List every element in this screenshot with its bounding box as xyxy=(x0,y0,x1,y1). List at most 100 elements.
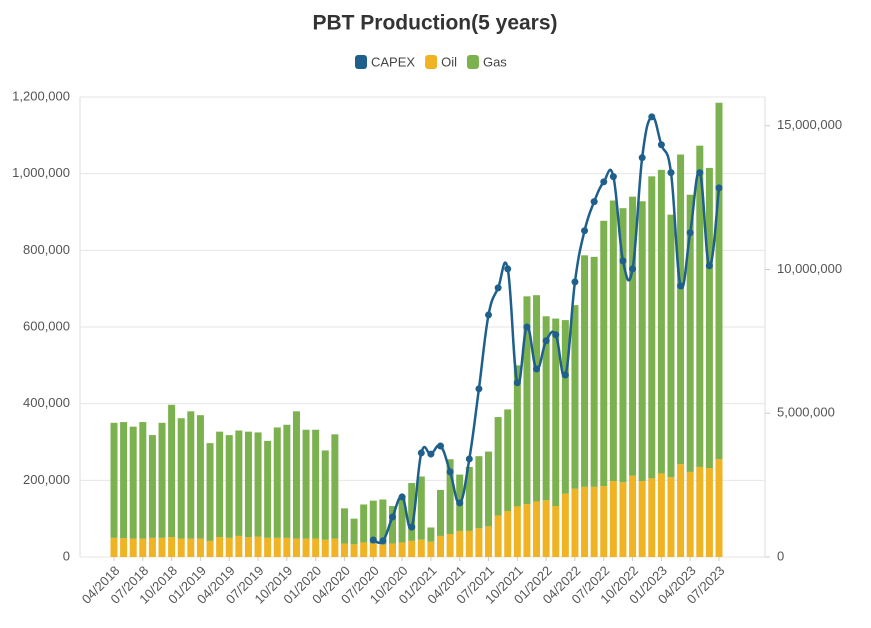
bar xyxy=(244,537,252,557)
bar xyxy=(561,493,569,557)
line-point xyxy=(446,468,454,476)
bar xyxy=(148,537,156,557)
y-tick-label: 600,000 xyxy=(23,318,70,333)
bar xyxy=(196,538,204,557)
bar xyxy=(437,535,445,557)
y-tick-label: 0 xyxy=(63,548,70,563)
bar xyxy=(417,476,425,540)
bar xyxy=(283,424,291,538)
bar xyxy=(340,508,348,544)
line-point xyxy=(705,262,713,270)
bar xyxy=(273,427,281,538)
bar xyxy=(379,499,387,545)
bar xyxy=(129,426,137,539)
bar xyxy=(244,431,252,538)
bar xyxy=(533,295,541,502)
bar xyxy=(590,486,598,557)
bar xyxy=(696,145,704,467)
bar xyxy=(417,539,425,557)
bar xyxy=(427,541,435,557)
bar xyxy=(629,475,637,557)
bar xyxy=(600,486,608,557)
bar xyxy=(398,542,406,557)
bar xyxy=(388,543,396,557)
line-point xyxy=(513,379,521,387)
bar xyxy=(667,477,675,557)
bar xyxy=(340,543,348,557)
bar xyxy=(504,511,512,557)
bar xyxy=(638,481,646,557)
line-point xyxy=(533,365,541,373)
legend-label: CAPEX xyxy=(371,54,415,69)
bar xyxy=(331,538,339,557)
bar xyxy=(523,504,531,557)
bar xyxy=(657,473,665,557)
legend-swatch xyxy=(466,55,479,69)
y-tick-label: 400,000 xyxy=(23,395,70,410)
bar xyxy=(187,411,195,539)
legend-label: Gas xyxy=(483,54,507,69)
bar xyxy=(657,169,665,474)
bar xyxy=(225,537,233,557)
bar xyxy=(465,466,473,531)
bar xyxy=(312,538,320,557)
line-point xyxy=(696,169,704,177)
bar xyxy=(264,440,272,538)
bar xyxy=(648,176,656,479)
line-point xyxy=(398,493,406,501)
bar xyxy=(158,422,166,538)
line-point xyxy=(638,154,646,162)
line-point xyxy=(715,184,723,192)
bar xyxy=(235,535,243,557)
bar xyxy=(177,418,185,539)
bar xyxy=(446,534,454,557)
line-point xyxy=(494,284,502,292)
bar xyxy=(177,538,185,557)
bar xyxy=(139,422,147,539)
bar xyxy=(648,478,656,557)
line-point xyxy=(542,337,550,345)
bar xyxy=(216,431,224,538)
line-point xyxy=(465,455,473,463)
bar xyxy=(561,320,569,494)
bar xyxy=(609,481,617,557)
bar xyxy=(552,506,560,557)
line-point xyxy=(590,198,598,206)
legend-swatch xyxy=(425,55,438,69)
bar xyxy=(552,318,560,507)
bar xyxy=(437,489,445,536)
bar xyxy=(168,404,176,538)
y2-tick-label: 15,000,000 xyxy=(777,117,842,132)
bar xyxy=(609,200,617,482)
line-point xyxy=(437,442,445,450)
bar xyxy=(629,196,637,476)
bar xyxy=(619,482,627,557)
bar xyxy=(158,537,166,557)
y-tick-label: 1,000,000 xyxy=(12,165,70,180)
bar xyxy=(235,430,243,536)
legend: CAPEX Oil Gas xyxy=(355,54,507,69)
bar xyxy=(398,495,406,543)
bar xyxy=(408,540,416,557)
y-tick-label: 1,200,000 xyxy=(12,88,70,103)
line-point xyxy=(657,141,665,149)
bar xyxy=(110,537,118,557)
bar xyxy=(129,538,137,557)
bar xyxy=(523,296,531,505)
bar xyxy=(321,450,329,540)
bar xyxy=(677,154,685,465)
bar xyxy=(715,459,723,557)
bar xyxy=(254,432,262,537)
bar xyxy=(533,501,541,557)
bar xyxy=(350,544,358,557)
line-point xyxy=(677,282,685,290)
bar xyxy=(206,443,214,541)
bar xyxy=(542,316,550,501)
y2-tick-label: 10,000,000 xyxy=(777,261,842,276)
bar xyxy=(494,515,502,557)
bar xyxy=(696,466,704,557)
bar xyxy=(590,256,598,487)
bar xyxy=(120,538,128,557)
line-point xyxy=(388,513,396,521)
bar xyxy=(581,255,589,487)
